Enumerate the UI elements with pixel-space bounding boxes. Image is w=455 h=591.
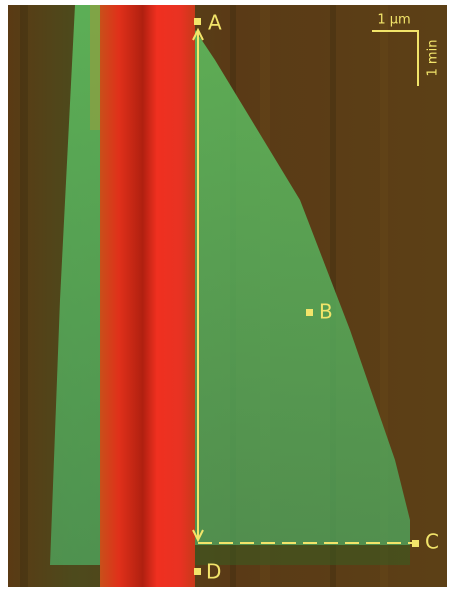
marker-b xyxy=(306,309,313,316)
label-a: A xyxy=(208,11,222,35)
scale-bar: 1 µm 1 min xyxy=(372,13,441,86)
right-green-region xyxy=(195,30,410,545)
marker-a xyxy=(194,18,201,25)
label-b: B xyxy=(319,300,333,324)
left-green-region xyxy=(50,5,100,565)
arrow-head-top xyxy=(192,27,204,41)
label-c: C xyxy=(425,530,439,554)
annotations: A B C D xyxy=(192,11,439,584)
bottom-shadow xyxy=(195,545,410,565)
red-bands xyxy=(100,5,195,587)
scale-time: 1 min xyxy=(426,40,441,77)
scale-length: 1 µm xyxy=(377,13,410,28)
label-d: D xyxy=(206,560,221,584)
marker-c xyxy=(412,540,419,547)
arrow-head-bottom xyxy=(192,529,204,543)
marker-d xyxy=(194,568,201,575)
scale-bar-lines xyxy=(372,30,419,86)
